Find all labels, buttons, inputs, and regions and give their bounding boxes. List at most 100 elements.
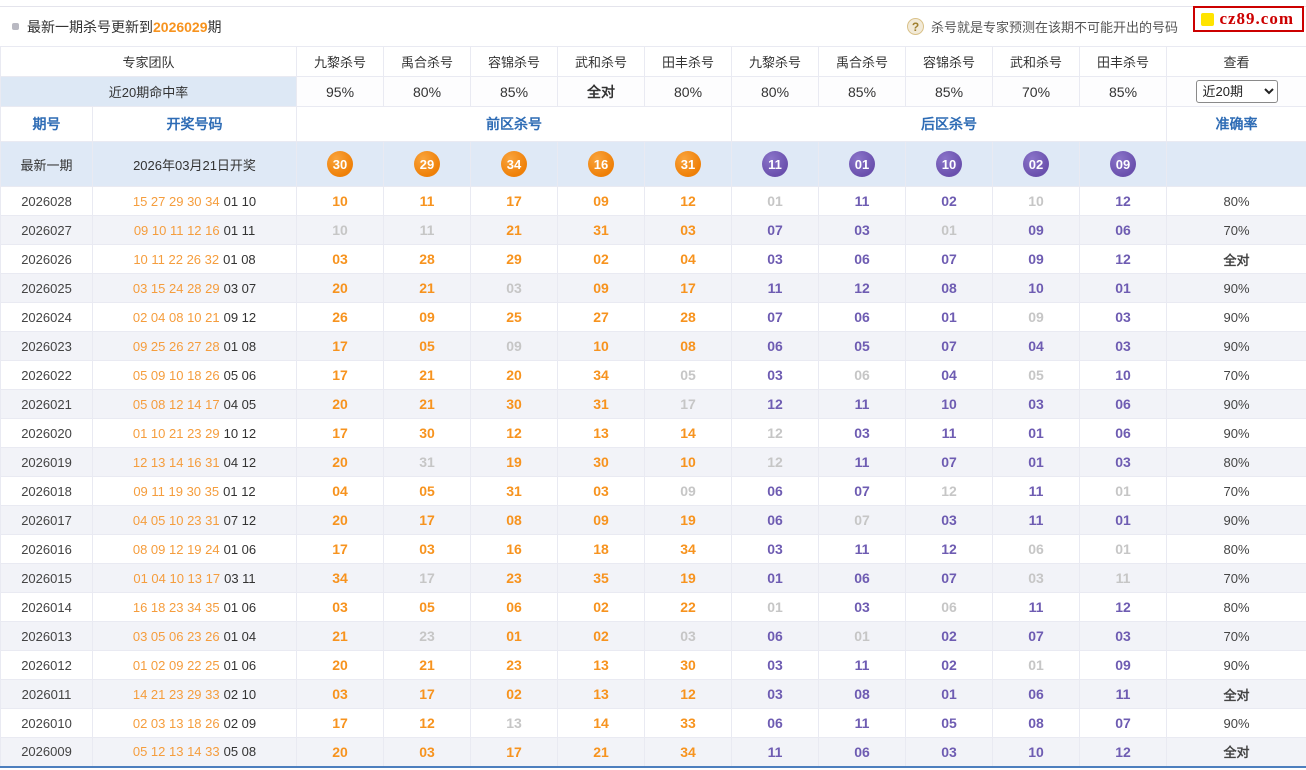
back-kill-number: 06: [731, 505, 820, 535]
kill-number-value: 01: [1115, 512, 1131, 528]
back-kill-number: 11: [818, 534, 907, 564]
front-kill-number: 12: [470, 418, 559, 448]
front-kill-number: 31: [557, 215, 646, 245]
kill-number-value: 21: [419, 396, 435, 412]
history-row-2026027: 2026027 09 10 11 12 16 01 11 10 11 21 31 03 07 03…: [0, 215, 1306, 245]
front-kill-number: 20: [296, 737, 385, 767]
kill-number-value: 27: [593, 309, 609, 325]
back-kill-number: 07: [1079, 708, 1168, 738]
draw-numbers: 05 12 13 14 33 05 08: [91, 737, 298, 767]
draw-back-numbers: 01 11: [223, 222, 256, 238]
period-number: 2026014: [0, 592, 93, 622]
front-kill-ball: 16: [588, 151, 615, 177]
front-kill-number: 03: [557, 476, 646, 506]
draw-front-numbers: 09 10 11 12 16: [133, 222, 220, 238]
back-kill-number: 12: [1079, 244, 1168, 274]
front-kill-number: 13: [557, 679, 646, 709]
draw-back-numbers: 01 12: [223, 483, 256, 499]
back-kill-number: 06: [1079, 389, 1168, 419]
draw-back-numbers: 05 06: [223, 367, 257, 383]
back-kill-number: 03: [818, 215, 907, 245]
cz89-logo[interactable]: cz89.com: [1193, 6, 1304, 32]
kill-number-value: 21: [419, 657, 435, 673]
kill-ball-cell: 34: [470, 141, 559, 187]
back-kill-number: 06: [731, 708, 820, 738]
front-kill-number: 08: [470, 505, 559, 535]
back-kill-number: 03: [731, 244, 820, 274]
kill-number-value: 10: [1028, 280, 1044, 296]
history-row-2026015: 2026015 01 04 10 13 17 03 11 34 17 23 35 19 01 06…: [0, 563, 1306, 593]
draw-back-numbers: 01 06: [223, 599, 257, 615]
kill-number-value: 03: [1028, 570, 1044, 586]
kill-number-value: 02: [506, 686, 522, 702]
front-kill-number: 03: [644, 621, 733, 651]
kill-number-value: 03: [680, 628, 696, 644]
draw-front-numbers: 03 15 24 28 29: [132, 280, 220, 296]
back-kill-number: 08: [992, 708, 1081, 738]
back-kill-number: 11: [818, 389, 907, 419]
front-kill-number: 34: [644, 737, 733, 767]
kill-number-value: 03: [593, 483, 609, 499]
kill-number-value: 34: [593, 367, 609, 383]
kill-number-value: 03: [854, 425, 870, 441]
kill-number-value: 34: [332, 570, 348, 586]
front-kill-number: 05: [383, 331, 472, 361]
draw-front-numbers: 01 10 21 23 29: [132, 425, 220, 441]
kill-number-value: 07: [941, 251, 957, 267]
front-kill-number: 21: [296, 621, 385, 651]
front-kill-number: 23: [470, 650, 559, 680]
kill-number-value: 30: [419, 425, 435, 441]
history-row-2026024: 2026024 02 04 08 10 21 09 12 26 09 25 27 28 07 06…: [0, 302, 1306, 332]
kill-number-value: 19: [506, 454, 522, 470]
draw-front-numbers: 01 02 09 22 25: [132, 657, 220, 673]
kill-number-value: 21: [506, 222, 522, 238]
front-kill-ball: 30: [327, 151, 354, 177]
kill-number-value: 01: [1028, 657, 1044, 673]
kill-number-value: 11: [854, 396, 870, 412]
front-kill-number: 12: [644, 186, 733, 216]
hit-rate-label: 近20期命中率: [0, 76, 298, 107]
help-icon[interactable]: ?: [906, 18, 924, 35]
back-kill-number: 11: [1079, 679, 1168, 709]
kill-number-value: 11: [767, 743, 783, 760]
front-kill-number: 31: [557, 389, 646, 419]
history-row-2026019: 2026019 12 13 14 16 31 04 12 20 31 19 30 10 12 11…: [0, 447, 1306, 477]
kill-number-value: 10: [680, 454, 696, 470]
hit-rate-value: 85%: [1079, 76, 1168, 107]
kill-number-value: 35: [593, 570, 609, 586]
back-kill-number: 11: [818, 650, 907, 680]
back-kill-number: 06: [905, 592, 994, 622]
kill-number-value: 11: [1028, 512, 1044, 528]
kill-number-value: 11: [767, 280, 783, 296]
draw-back-numbers: 01 08: [223, 338, 257, 354]
kill-number-value: 17: [680, 396, 696, 412]
front-kill-number: 14: [557, 708, 646, 738]
kill-number-value: 23: [419, 628, 435, 644]
draw-numbers: 09 25 26 27 28 01 08: [91, 331, 298, 361]
kill-number-value: 03: [941, 512, 957, 528]
kill-number-value: 06: [1115, 222, 1131, 238]
kill-number-value: 06: [854, 743, 870, 760]
top-bar-right: ? 杀号就是专家预测在该期不可能开出的号码: [906, 17, 1296, 36]
kill-number-value: 06: [941, 599, 957, 615]
period-number: 2026010: [0, 708, 93, 738]
kill-number-value: 03: [419, 541, 435, 557]
kill-number-value: 06: [854, 570, 870, 586]
period-number: 2026028: [0, 186, 93, 216]
draw-column-label: 开奖号码: [91, 106, 298, 142]
period-number: 2026025: [0, 273, 93, 303]
accuracy-value: 全对: [1166, 244, 1306, 274]
accuracy-value: 70%: [1166, 215, 1306, 245]
draw-front-numbers: 05 08 12 14 17: [132, 396, 220, 412]
front-kill-number: 28: [644, 302, 733, 332]
back-kill-number: 09: [992, 244, 1081, 274]
kill-number-value: 23: [506, 570, 522, 586]
period-number: 2026022: [0, 360, 93, 390]
front-kill-number: 17: [383, 505, 472, 535]
back-kill-number: 06: [731, 621, 820, 651]
kill-number-value: 20: [506, 367, 522, 383]
draw-back-numbers: 01 04: [223, 628, 257, 644]
kill-number-value: 07: [767, 222, 783, 238]
range-select[interactable]: 近20期: [1195, 80, 1278, 103]
back-kill-ball: 02: [1023, 151, 1050, 177]
